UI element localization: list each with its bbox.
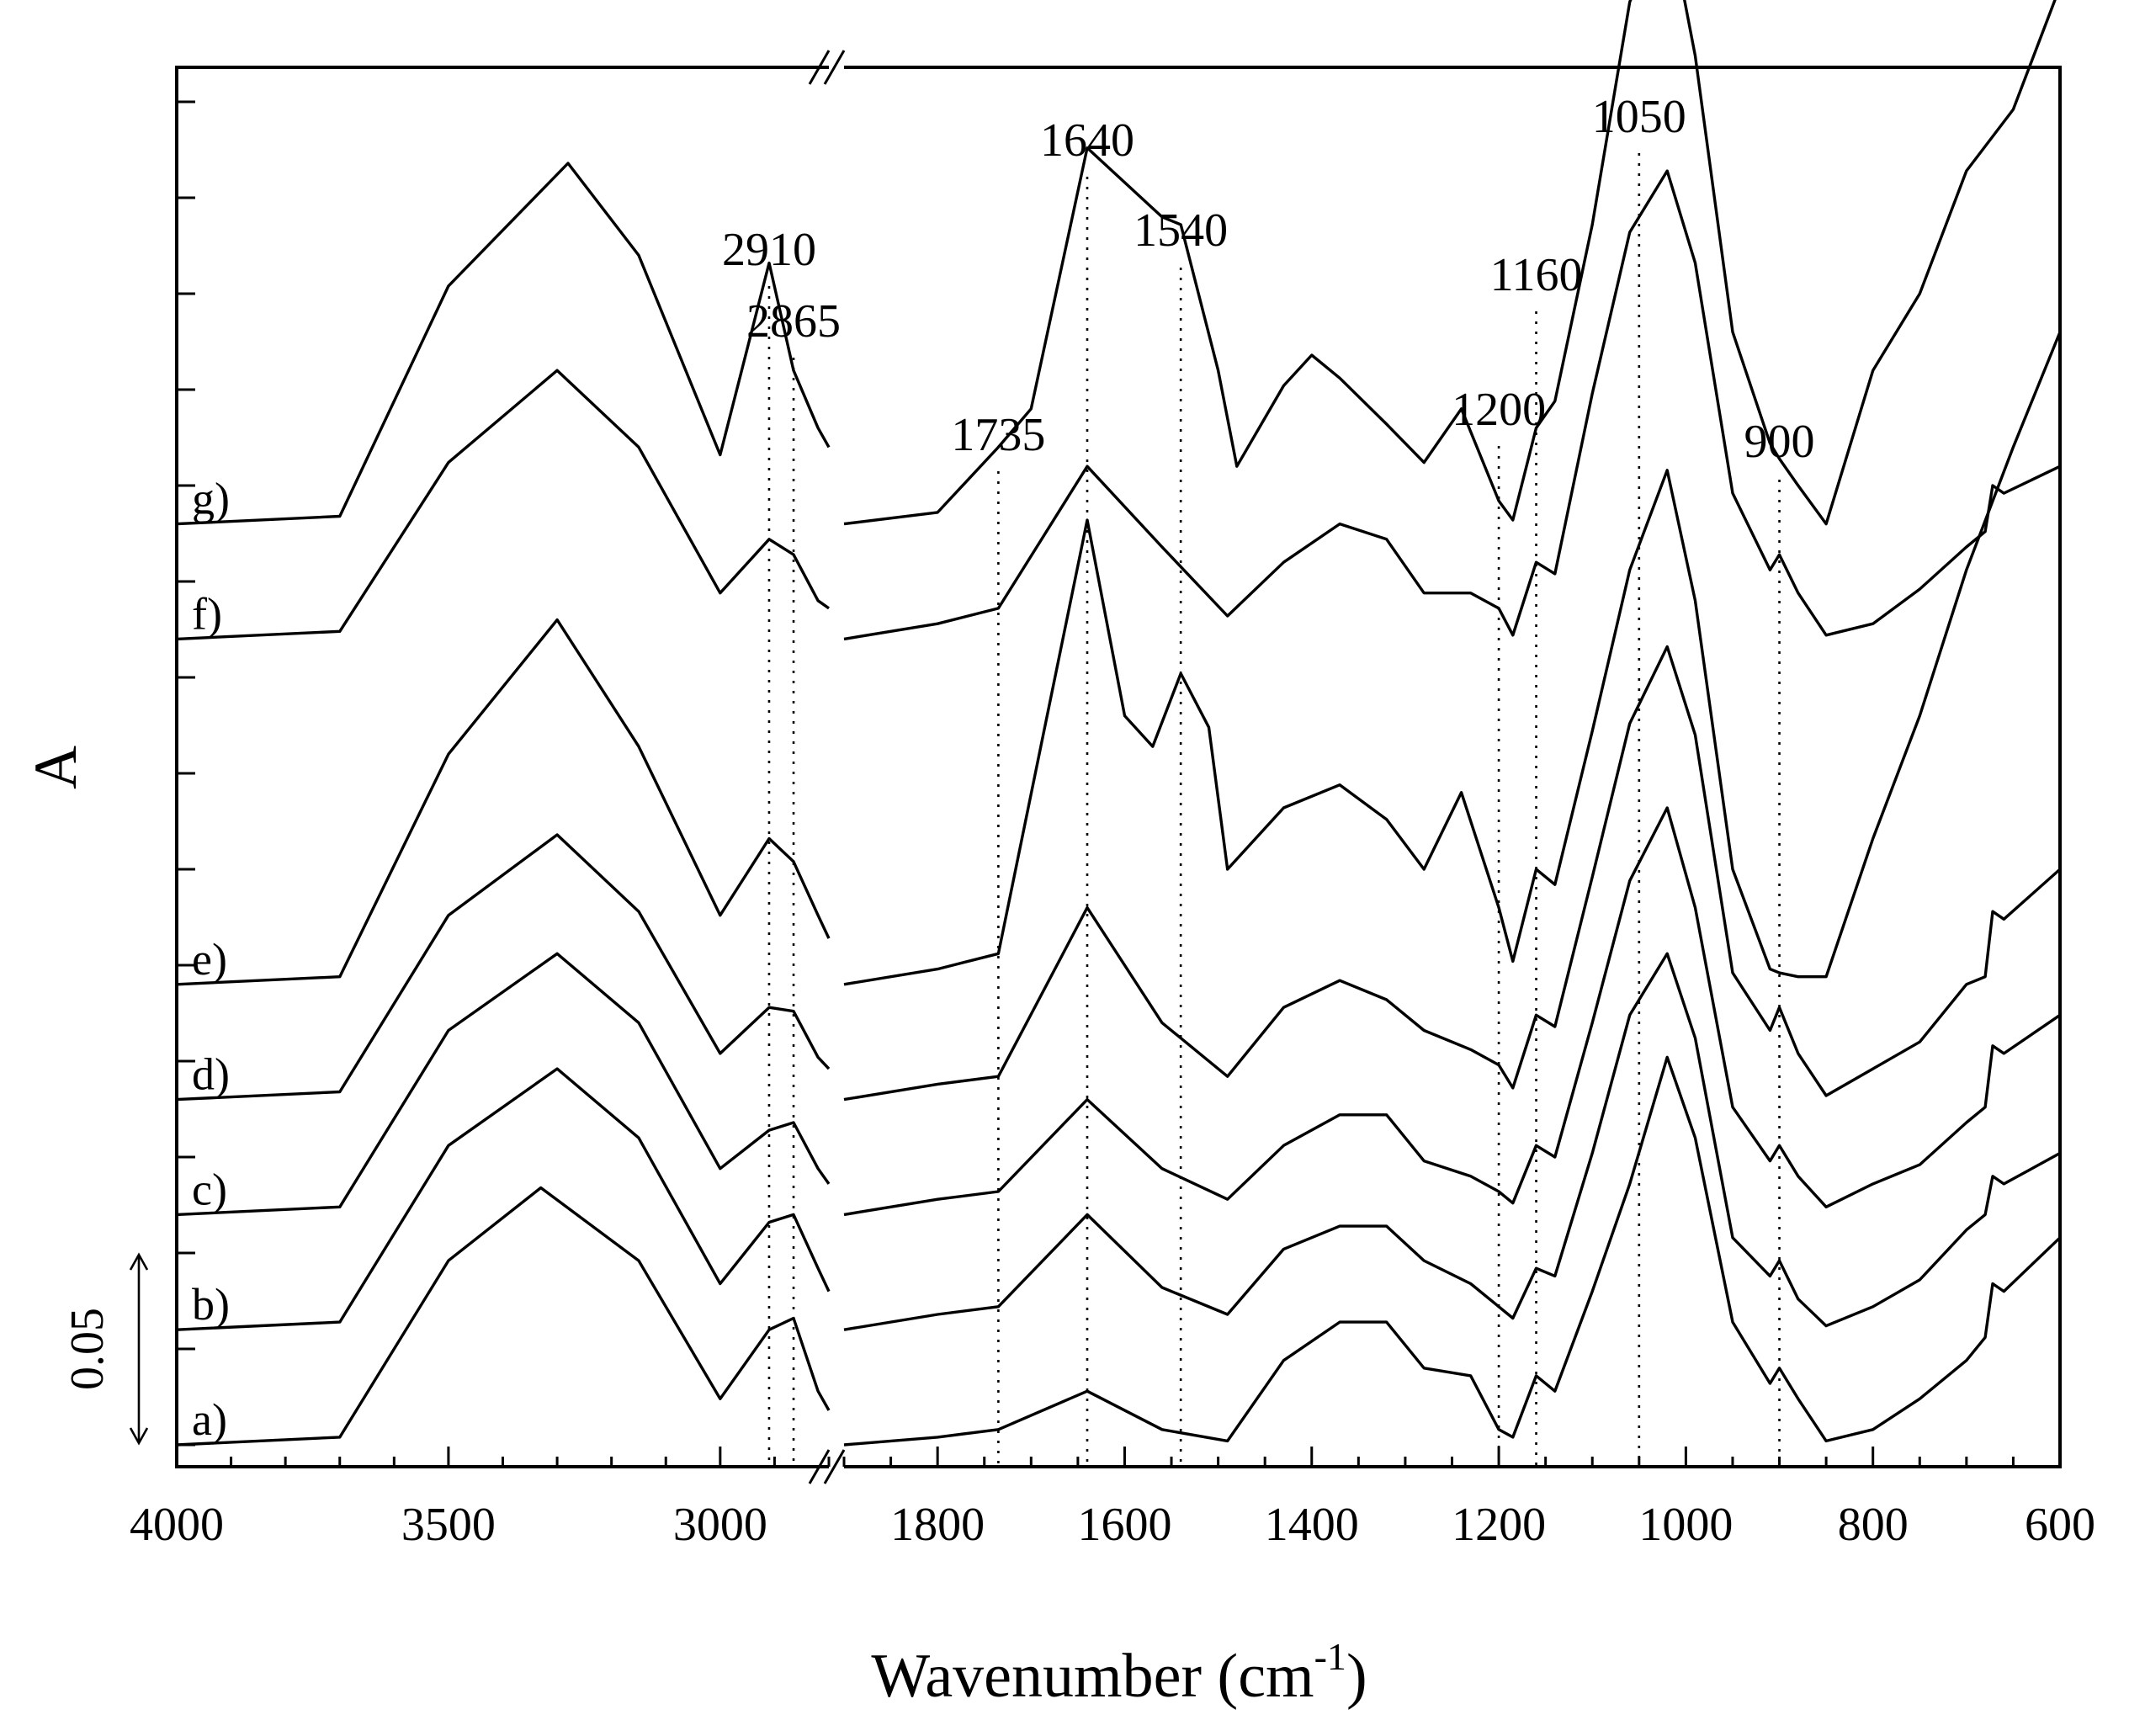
x-tick-label-1400: 1400 [1265,1499,1359,1551]
scale-bar-arrowhead-top [129,1252,149,1271]
x-axis-title-close: ) [1346,1642,1367,1711]
peak-label-1050: 1050 [1592,91,1686,143]
x-tick-label-1200: 1200 [1452,1499,1546,1551]
peak-label-2865: 2865 [746,295,841,348]
x-tick-label-800: 800 [1838,1499,1909,1551]
y-ticks [177,100,195,1447]
peak-label-900: 900 [1744,416,1815,468]
series-label-g: g) [192,474,230,524]
spectrum-e [176,331,2062,986]
series-label-a: a) [192,1394,227,1445]
series-label-c: c) [192,1164,227,1214]
x-axis-title-superscript: -1 [1314,1635,1346,1678]
plot-frame-right-segment [844,66,2062,1468]
peak-label-1540: 1540 [1134,204,1228,257]
peak-label-1200: 1200 [1452,384,1546,436]
spectrum-d [176,645,2062,1102]
axes [175,50,2062,1484]
spectrum-a [176,1055,2062,1447]
x-tick-label-1600: 1600 [1077,1499,1171,1551]
series-label-d: d) [192,1049,230,1100]
plot-frame-left-segment [175,66,829,1468]
x-tick-label-1800: 1800 [890,1499,985,1551]
x-tick-label-1000: 1000 [1638,1499,1733,1551]
x-tick-label-600: 600 [2025,1499,2095,1551]
peak-label-2910: 2910 [722,224,816,276]
scale-bar-label: 0.05 [61,1308,114,1390]
peak-label-1735: 1735 [951,409,1045,461]
scale-bar-arrowhead-bottom [129,1427,149,1446]
axis-break-bottom [808,1449,846,1484]
x-axis-title-main: Wavenumber (cm [871,1642,1314,1711]
y-axis-title: A [22,746,89,789]
x-axis-title: Wavenumber (cm-1) [871,1635,1367,1711]
x-tick-label-3000: 3000 [673,1499,767,1551]
series-labels: a) b) c) d) e) f) g) [192,474,230,1445]
series-label-e: e) [192,934,227,985]
x-tick-label-3500: 3500 [401,1499,496,1551]
x-tick-label-4000: 4000 [130,1499,224,1551]
x-ticks: 4000 3500 3000 1800 1600 1400 1200 1000 800 600 [130,1447,2095,1551]
scale-bar: 0.05 [61,1252,149,1446]
axis-break-top [808,50,846,85]
spectrum-f [176,169,2061,641]
reference-lines [767,153,1781,1466]
peak-label-1160: 1160 [1490,249,1583,301]
series-label-f: f) [192,588,222,639]
spectra [176,0,2062,1447]
spectrum-c [176,806,2061,1217]
spectrum-g [176,0,2057,526]
spectrum-b [176,952,2061,1331]
series-label-b: b) [192,1279,230,1330]
peak-label-1640: 1640 [1040,114,1134,167]
